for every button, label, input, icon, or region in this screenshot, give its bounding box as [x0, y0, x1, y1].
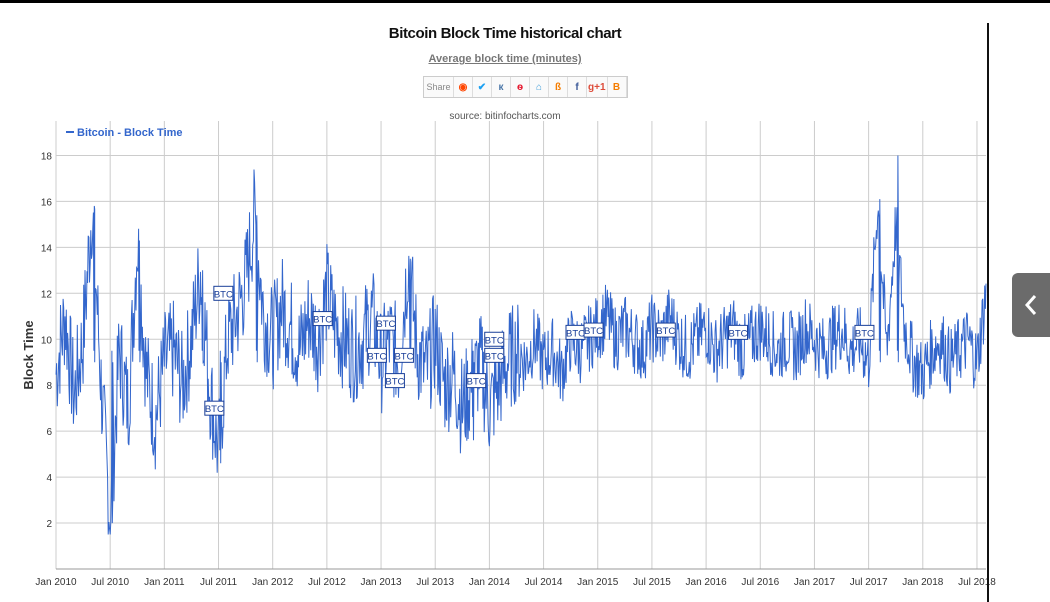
- chevron-left-icon: [1024, 294, 1038, 316]
- collapse-panel-button[interactable]: [1012, 273, 1050, 337]
- x-tick-label: Jan 2012: [252, 577, 294, 588]
- y-tick-label: 16: [41, 197, 53, 208]
- btc-marker[interactable]: BTC: [485, 348, 504, 362]
- btc-marker[interactable]: BTC: [729, 325, 748, 339]
- x-tick-label: Jan 2013: [360, 577, 402, 588]
- btc-marker-label: BTC: [485, 335, 504, 346]
- y-axis: 2 4 6 8 10 12 14 16 18: [41, 151, 53, 530]
- btc-marker-label: BTC: [485, 351, 504, 362]
- btc-marker-label: BTC: [385, 377, 404, 388]
- btc-marker-label: BTC: [205, 404, 224, 415]
- y-tick-label: 14: [41, 243, 53, 254]
- btc-marker-label: BTC: [376, 319, 395, 330]
- chart-legend[interactable]: Bitcoin - Block Time: [66, 127, 183, 139]
- btc-marker-label: BTC: [313, 315, 332, 326]
- btc-marker[interactable]: BTC: [394, 348, 413, 362]
- btc-marker[interactable]: BTC: [367, 348, 386, 362]
- btc-marker-label: BTC: [214, 289, 233, 300]
- x-tick-label: Jan 2010: [35, 577, 77, 588]
- x-tick-label: Jul 2014: [525, 577, 563, 588]
- btc-marker[interactable]: BTC: [376, 316, 395, 330]
- btc-marker[interactable]: BTC: [656, 323, 675, 337]
- plot-area: [56, 156, 986, 535]
- btc-marker[interactable]: BTC: [313, 312, 332, 326]
- series-line-block-time: [56, 156, 986, 535]
- legend-label: Bitcoin - Block Time: [77, 127, 183, 139]
- x-tick-label: Jan 2014: [469, 577, 511, 588]
- y-tick-label: 10: [41, 335, 53, 346]
- btc-marker-label: BTC: [656, 326, 675, 337]
- y-tick-label: 8: [46, 381, 52, 392]
- page-divider: [987, 23, 989, 602]
- x-tick-label: Jan 2018: [902, 577, 944, 588]
- x-tick-label: Jul 2018: [958, 577, 996, 588]
- y-axis-label: Block Time: [21, 320, 36, 389]
- x-tick-label: Jul 2011: [200, 577, 238, 588]
- btc-marker[interactable]: BTC: [467, 374, 486, 388]
- btc-marker-label: BTC: [367, 351, 386, 362]
- x-tick-label: Jan 2016: [686, 577, 728, 588]
- x-axis: Jan 2010 Jul 2010 Jan 2011 Jul 2011 Jan 2012…: [35, 577, 996, 588]
- x-tick-label: Jul 2012: [308, 577, 346, 588]
- btc-marker[interactable]: BTC: [214, 286, 233, 300]
- x-tick-label: Jul 2013: [416, 577, 454, 588]
- x-tick-label: Jan 2015: [577, 577, 619, 588]
- btc-marker-label: BTC: [729, 328, 748, 339]
- btc-marker-label: BTC: [584, 326, 603, 337]
- x-tick-label: Jul 2016: [741, 577, 779, 588]
- btc-marker-label: BTC: [855, 328, 874, 339]
- btc-marker[interactable]: BTC: [855, 325, 874, 339]
- y-tick-label: 2: [46, 519, 52, 530]
- btc-marker[interactable]: BTC: [584, 323, 603, 337]
- x-tick-label: Jul 2015: [633, 577, 671, 588]
- btc-marker[interactable]: BTC: [385, 374, 404, 388]
- btc-marker[interactable]: BTC: [566, 325, 585, 339]
- x-tick-label: Jul 2017: [850, 577, 888, 588]
- btc-marker[interactable]: BTC: [205, 401, 224, 415]
- btc-marker-label: BTC: [394, 351, 413, 362]
- btc-marker-label: BTC: [467, 377, 486, 388]
- y-tick-label: 12: [41, 289, 53, 300]
- x-tick-label: Jul 2010: [91, 577, 129, 588]
- btc-marker[interactable]: BTC: [485, 332, 504, 346]
- x-tick-label: Jan 2017: [794, 577, 836, 588]
- y-tick-label: 6: [46, 427, 52, 438]
- y-tick-label: 4: [46, 473, 52, 484]
- x-tick-label: Jan 2011: [144, 577, 185, 588]
- btc-marker-label: BTC: [566, 328, 585, 339]
- y-tick-label: 18: [41, 151, 53, 162]
